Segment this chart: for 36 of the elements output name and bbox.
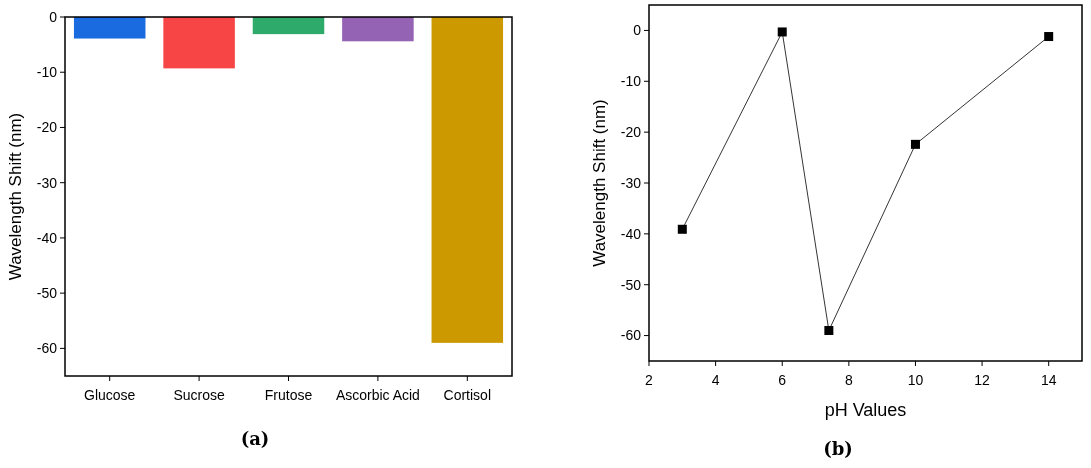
x-tick-label: 8	[844, 372, 853, 388]
y-tick-label: -10	[36, 64, 58, 81]
y-tick-label: 0	[49, 8, 58, 25]
y-tick-label: -30	[620, 174, 642, 191]
y-tick-label: -60	[620, 327, 642, 344]
x-tick-label: 6	[778, 372, 787, 388]
x-tick-label: 2	[645, 372, 654, 388]
x-tick-label: Sucrose	[173, 387, 225, 403]
point	[777, 27, 787, 37]
x-tick-label: Glucose	[84, 387, 136, 403]
y-tick-label: -20	[36, 119, 58, 136]
x-tick-label: 14	[1040, 372, 1057, 388]
point	[1044, 32, 1054, 42]
point	[824, 325, 834, 335]
y-tick-label: -20	[620, 124, 642, 141]
y-tick-label: -50	[36, 285, 58, 302]
x-tick-label: 4	[711, 372, 720, 388]
x-tick-label: Cortisol	[443, 387, 492, 403]
y-tick-label: -30	[36, 174, 58, 191]
x-tick-label: 10	[907, 372, 924, 388]
y-tick-label: -40	[620, 225, 642, 242]
point	[910, 139, 920, 149]
point	[677, 224, 687, 234]
x-axis-title: pH Values	[824, 400, 907, 420]
x-tick-label: Ascorbic Acid	[335, 387, 420, 403]
x-tick-label: Frutose	[264, 387, 313, 403]
y-axis-title: Wavelength Shift (nm)	[6, 112, 25, 281]
y-tick-label: -50	[620, 276, 642, 293]
y-tick-label: -60	[36, 340, 58, 357]
y-tick-label: -40	[36, 229, 58, 246]
x-tick-label: 12	[974, 372, 991, 388]
y-axis-title: Wavelength Shift (nm)	[590, 99, 609, 267]
text: (a)	[240, 428, 270, 449]
text: (b)	[823, 438, 853, 459]
y-tick-label: -10	[620, 73, 642, 90]
y-tick-label: 0	[633, 22, 642, 39]
